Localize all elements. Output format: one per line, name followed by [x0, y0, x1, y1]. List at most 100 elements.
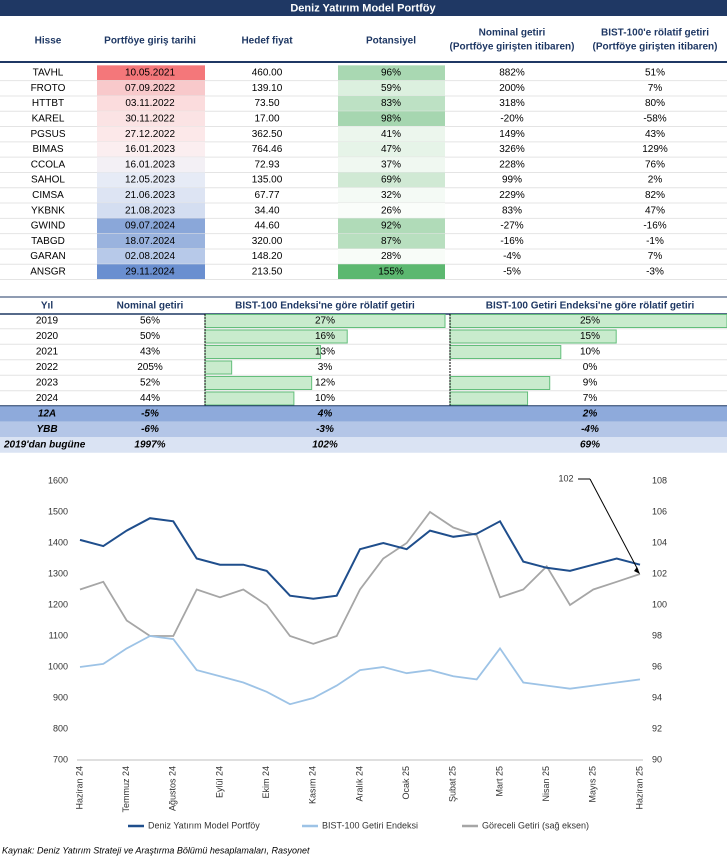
table-cell: -3% — [646, 267, 664, 278]
table-cell: 44.60 — [254, 221, 279, 232]
table-cell: 2019 — [36, 316, 59, 327]
potential-cell-bg — [338, 203, 445, 219]
table-cell: SAHOL — [31, 175, 65, 186]
data-bar — [449, 376, 551, 390]
potential-cell-bg — [338, 95, 445, 112]
table-cell: -20% — [500, 114, 523, 125]
table-cell: 139.10 — [252, 83, 283, 94]
table-cell: HTTBT — [32, 98, 64, 109]
date-cell-bg — [97, 111, 205, 127]
summary-cell: 2019'dan bugüne — [3, 440, 86, 451]
table-cell: 26% — [381, 205, 401, 216]
potential-cell-bg — [338, 187, 445, 204]
table-cell: 16.01.2023 — [125, 159, 175, 170]
data-bar — [449, 345, 562, 359]
table-cell: CIMSA — [32, 190, 64, 201]
potential-cell-bg — [338, 264, 445, 280]
y2-tick-label: 98 — [652, 630, 662, 640]
table-cell: 882% — [499, 68, 525, 79]
date-cell-bg — [97, 157, 205, 173]
x-tick-label: Şubat 25 — [448, 766, 458, 802]
x-tick-label: Ekim 24 — [261, 766, 271, 799]
annotation: 102 — [558, 473, 573, 483]
table-cell: 27.12.2022 — [125, 129, 175, 140]
table-cell: 67.77 — [254, 190, 279, 201]
table-cell: 17.00 — [254, 114, 279, 125]
summary-cell: 12A — [38, 409, 56, 420]
table-cell: 7% — [648, 251, 663, 262]
y2-tick-label: 94 — [652, 692, 662, 702]
table-cell: 135.00 — [252, 175, 283, 186]
table-cell: 02.08.2024 — [125, 251, 175, 262]
table-cell: 69% — [381, 175, 401, 186]
header-cell: Nominal getiri — [117, 301, 184, 312]
y2-tick-label: 102 — [652, 568, 667, 578]
table-cell: 12.05.2023 — [125, 175, 175, 186]
table-cell: 12% — [315, 378, 335, 389]
summary-cell: -4% — [581, 424, 599, 435]
legend-label: Göreceli Getiri (sağ eksen) — [482, 820, 589, 830]
x-tick-label: Haziran 24 — [74, 766, 84, 810]
y2-tick-label: 92 — [652, 723, 662, 733]
y-tick-label: 1600 — [48, 475, 68, 485]
date-cell-bg — [97, 80, 205, 96]
summary-cell: -5% — [141, 409, 159, 420]
series-line — [79, 635, 641, 706]
table-cell: -16% — [500, 236, 523, 247]
summary-cell: YBB — [36, 424, 57, 435]
table-cell: -4% — [503, 251, 521, 262]
x-tick-label: Ocak 25 — [401, 766, 411, 800]
date-cell-bg — [97, 95, 205, 112]
y-tick-label: 800 — [53, 723, 68, 733]
potential-cell-bg — [338, 233, 445, 249]
table-cell: 3% — [318, 362, 333, 373]
summary-cell: 2% — [582, 409, 598, 420]
table-cell: 2021 — [36, 347, 59, 358]
table-cell: 764.46 — [252, 144, 283, 155]
table-cell: 09.07.2024 — [125, 221, 175, 232]
table-cell: PGSUS — [30, 129, 65, 140]
summary-bg — [0, 406, 727, 422]
table-cell: TAVHL — [33, 68, 64, 79]
table-cell: -5% — [503, 267, 521, 278]
table-cell: 96% — [381, 68, 401, 79]
table-cell: 87% — [381, 236, 401, 247]
y-tick-label: 1200 — [48, 599, 68, 609]
table-cell: 30.11.2022 — [125, 114, 175, 125]
table-cell: 15% — [580, 331, 600, 342]
x-tick-label: Temmuz 24 — [121, 766, 131, 813]
table-cell: 76% — [645, 159, 665, 170]
table-cell: 56% — [140, 316, 160, 327]
table-cell: 44% — [140, 393, 160, 404]
series-line — [79, 517, 641, 600]
y-tick-label: 1300 — [48, 568, 68, 578]
x-tick-label: Eylül 24 — [214, 766, 224, 798]
header-cell: Hisse — [35, 36, 62, 47]
legend-label: Deniz Yatırım Model Portföy — [148, 820, 260, 830]
table-cell: 326% — [499, 144, 525, 155]
table-cell: -16% — [643, 221, 666, 232]
legend-label: BIST-100 Getiri Endeksi — [322, 820, 418, 830]
table-cell: 2024 — [36, 393, 59, 404]
table-cell: ANSGR — [30, 267, 66, 278]
table-cell: 149% — [499, 129, 525, 140]
y-tick-label: 1000 — [48, 661, 68, 671]
table-cell: 03.11.2022 — [125, 98, 175, 109]
title-bar — [0, 0, 727, 16]
x-tick-label: Haziran 25 — [634, 766, 644, 810]
y2-tick-label: 108 — [652, 475, 667, 485]
title: Deniz Yatırım Model Portföy — [290, 2, 436, 14]
potential-cell-bg — [338, 157, 445, 173]
table-cell: 72.93 — [254, 159, 279, 170]
table-cell: 229% — [499, 190, 525, 201]
potential-cell-bg — [338, 172, 445, 188]
x-tick-label: Aralık 24 — [354, 766, 364, 802]
date-cell-bg — [97, 172, 205, 188]
header-cell: BIST-100 Endeksi'ne göre rölatif getiri — [235, 301, 415, 312]
table-cell: 2023 — [36, 378, 59, 389]
summary-bg — [0, 421, 727, 438]
y2-tick-label: 100 — [652, 599, 667, 609]
date-cell-bg — [97, 203, 205, 219]
summary-bg — [0, 437, 727, 453]
